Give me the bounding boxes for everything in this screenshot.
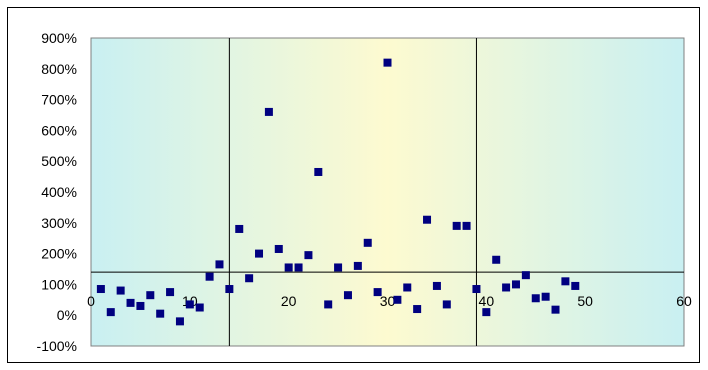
- data-points: [96, 58, 580, 326]
- y-tick-label: 900%: [41, 30, 77, 46]
- data-point: [363, 238, 372, 247]
- data-point: [353, 261, 362, 270]
- y-tick-label: 700%: [41, 92, 77, 108]
- data-point: [116, 286, 125, 295]
- data-point: [393, 295, 402, 304]
- data-point: [373, 288, 382, 297]
- data-point: [511, 280, 520, 289]
- data-point: [304, 251, 313, 260]
- data-point: [136, 301, 145, 310]
- data-point: [215, 260, 224, 269]
- data-point: [324, 300, 333, 309]
- data-point: [205, 272, 214, 281]
- x-tick-label: 50: [577, 293, 593, 309]
- y-tick-label: 0%: [57, 307, 77, 323]
- data-point: [294, 263, 303, 272]
- data-point: [383, 58, 392, 67]
- data-point: [472, 285, 481, 294]
- data-point: [264, 107, 273, 116]
- data-point: [462, 221, 471, 230]
- data-point: [551, 305, 560, 314]
- data-point: [413, 305, 422, 314]
- x-tick-label: 30: [380, 293, 396, 309]
- data-point: [452, 221, 461, 230]
- data-point: [106, 308, 115, 317]
- y-tick-label: -100%: [37, 338, 77, 354]
- data-point: [195, 303, 204, 312]
- data-point: [126, 298, 135, 307]
- y-tick-label: 100%: [41, 276, 77, 292]
- data-point: [255, 249, 264, 258]
- y-tick-label: 500%: [41, 153, 77, 169]
- x-tick-label: 60: [676, 293, 692, 309]
- data-point: [423, 215, 432, 224]
- data-point: [432, 281, 441, 290]
- data-point: [343, 291, 352, 300]
- data-point: [245, 274, 254, 283]
- data-point: [156, 309, 165, 318]
- plot-area: [90, 37, 685, 347]
- data-point: [185, 300, 194, 309]
- data-point: [274, 244, 283, 253]
- data-point: [502, 283, 511, 292]
- data-point: [235, 224, 244, 233]
- data-point: [403, 283, 412, 292]
- data-point: [284, 263, 293, 272]
- data-point: [225, 285, 234, 294]
- data-point: [442, 300, 451, 309]
- data-point: [541, 292, 550, 301]
- data-point: [146, 291, 155, 300]
- data-point: [166, 288, 175, 297]
- data-point: [571, 281, 580, 290]
- y-tick-label: 400%: [41, 184, 77, 200]
- data-point: [492, 255, 501, 264]
- x-tick-label: 40: [479, 293, 495, 309]
- y-tick-label: 800%: [41, 61, 77, 77]
- data-point: [561, 277, 570, 286]
- data-point: [175, 317, 184, 326]
- data-point: [314, 167, 323, 176]
- x-tick-label: 20: [281, 293, 297, 309]
- data-point: [96, 285, 105, 294]
- y-tick-label: 300%: [41, 215, 77, 231]
- data-point: [531, 294, 540, 303]
- data-point: [482, 308, 491, 317]
- y-tick-labels: -100% 0% 100% 200% 300% 400% 500% 600% 700% 800% 9…: [37, 30, 77, 354]
- reference-lines: [91, 38, 684, 346]
- x-tick-label: 0: [87, 293, 95, 309]
- y-tick-label: 200%: [41, 246, 77, 262]
- data-point: [521, 271, 530, 280]
- data-point: [334, 263, 343, 272]
- y-tick-label: 600%: [41, 122, 77, 138]
